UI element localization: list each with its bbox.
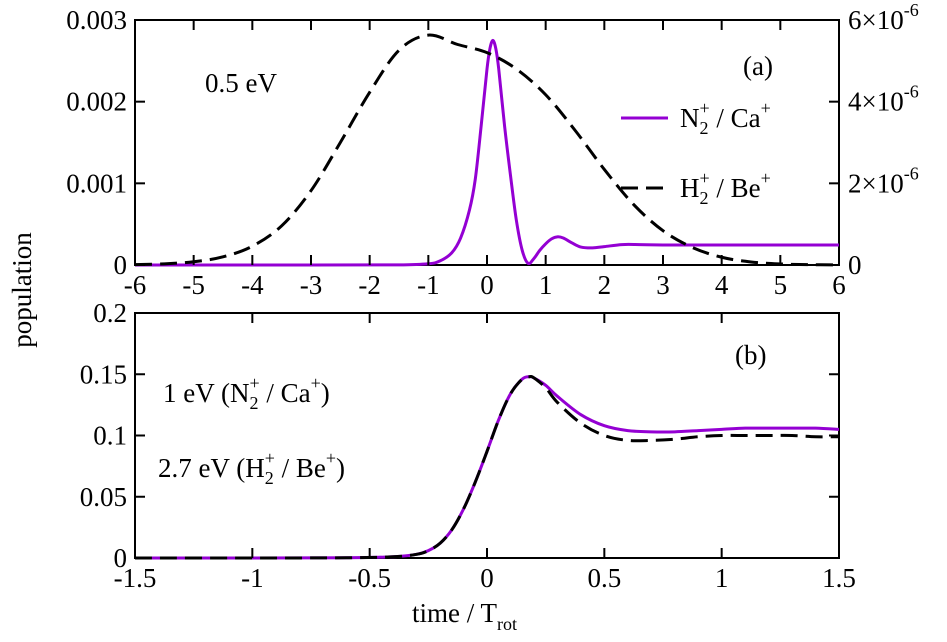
panel-a-x-tick-label: -5: [182, 270, 205, 300]
panel-a-y2-tick-label: 4×10-6: [848, 82, 919, 117]
panel-b-y-tick-label: 0.2: [93, 298, 127, 328]
panel-b-y-tick-label: 0.15: [80, 359, 127, 389]
panel-a-x-tick-label: 5: [774, 270, 788, 300]
panel-b-label: (b): [735, 340, 766, 370]
panel-a-y-tick-label: 0.002: [66, 87, 127, 117]
panel-a-y-ticks: 0 0.001 0.002 0.003: [66, 5, 145, 280]
panel-a-y-tick-label: 0: [114, 250, 128, 280]
panel-a-energy-annotation: 0.5 eV: [205, 68, 277, 98]
panel-b-series-h2-be: [134, 375, 840, 560]
panel-a-y2-tick-label: 2×10-6: [848, 163, 919, 198]
panel-b-y-tick-label: 0.1: [93, 421, 127, 451]
x-axis-title: time / Trot: [412, 598, 517, 634]
panel-b-x-tick-label: -0.5: [348, 563, 391, 593]
panel-b-x-tick-label: 1: [715, 563, 729, 593]
panel-a-x-tick-label: -3: [300, 270, 323, 300]
panel-b-x-tick-label: 0: [480, 563, 494, 593]
panel-a-series-n2-ca: [134, 38, 839, 267]
panel-a-x-tick-label: 1: [539, 270, 553, 300]
panel-a-frame: [134, 19, 840, 266]
panel-b-y-tick-label: 0: [114, 543, 128, 573]
y-axis-title: population: [7, 232, 37, 348]
panel-a: -6 -5 -4 -3 -2 -1 0 1 2 3 4 5 6 0 0.001 0.002 0.003 0 2×…: [66, 0, 918, 300]
panel-b-x-tick-label: 0.5: [587, 563, 621, 593]
legend-label-h2-be: H2+ / Be+: [680, 168, 771, 208]
panel-b-x-tick-label: -1: [241, 563, 264, 593]
panel-a-x-tick-label: 4: [715, 270, 729, 300]
panel-b-x-tick-label: 1.5: [822, 563, 856, 593]
panel-a-x-tick-label: -1: [417, 270, 440, 300]
panel-a-x-ticks: -6 -5 -4 -3 -2 -1 0 1 2 3 4 5 6: [124, 20, 846, 300]
panel-a-x-tick-label: -2: [358, 270, 381, 300]
panel-a-label: (a): [743, 51, 773, 81]
panel-a-x-tick-label: 3: [656, 270, 670, 300]
panel-a-x-tick-label: 6: [832, 270, 846, 300]
legend-label-n2-ca: N2+ / Ca+: [680, 98, 771, 138]
panel-a-x-tick-label: 2: [598, 270, 612, 300]
panel-a-y2-ticks: 0 2×10-6 4×10-6 6×10-6: [829, 0, 919, 280]
panel-a-y2-tick-label: 6×10-6: [848, 0, 919, 35]
panel-a-x-tick-label: 0: [480, 270, 494, 300]
panel-a-y2-tick-label: 0: [848, 250, 862, 280]
panel-b-y-ticks: 0 0.05 0.1 0.15 0.2: [80, 298, 839, 573]
panel-b-annotation-n2: 1 eV (N2+ / Ca+): [163, 373, 330, 413]
panel-b-x-ticks: -1.5 -1 -0.5 0 0.5 1 1.5: [114, 313, 856, 593]
panel-b-annotation-h2: 2.7 eV (H2+ / Be+): [158, 448, 345, 488]
panel-b: -1.5 -1 -0.5 0 0.5 1 1.5 0 0.05 0.1 0.15 0.2 (b) 1…: [80, 298, 856, 593]
panel-b-curves: [134, 375, 840, 560]
legend: N2+ / Ca+ H2+ / Be+: [621, 98, 771, 208]
panel-a-x-tick-label: -6: [124, 270, 147, 300]
panel-a-x-tick-label: -4: [241, 270, 264, 300]
panel-b-x-tick-label: -1.5: [114, 563, 157, 593]
panel-a-y-tick-label: 0.003: [66, 5, 127, 35]
panel-b-y-tick-label: 0.05: [80, 482, 127, 512]
panel-a-y-tick-label: 0.001: [66, 168, 127, 198]
